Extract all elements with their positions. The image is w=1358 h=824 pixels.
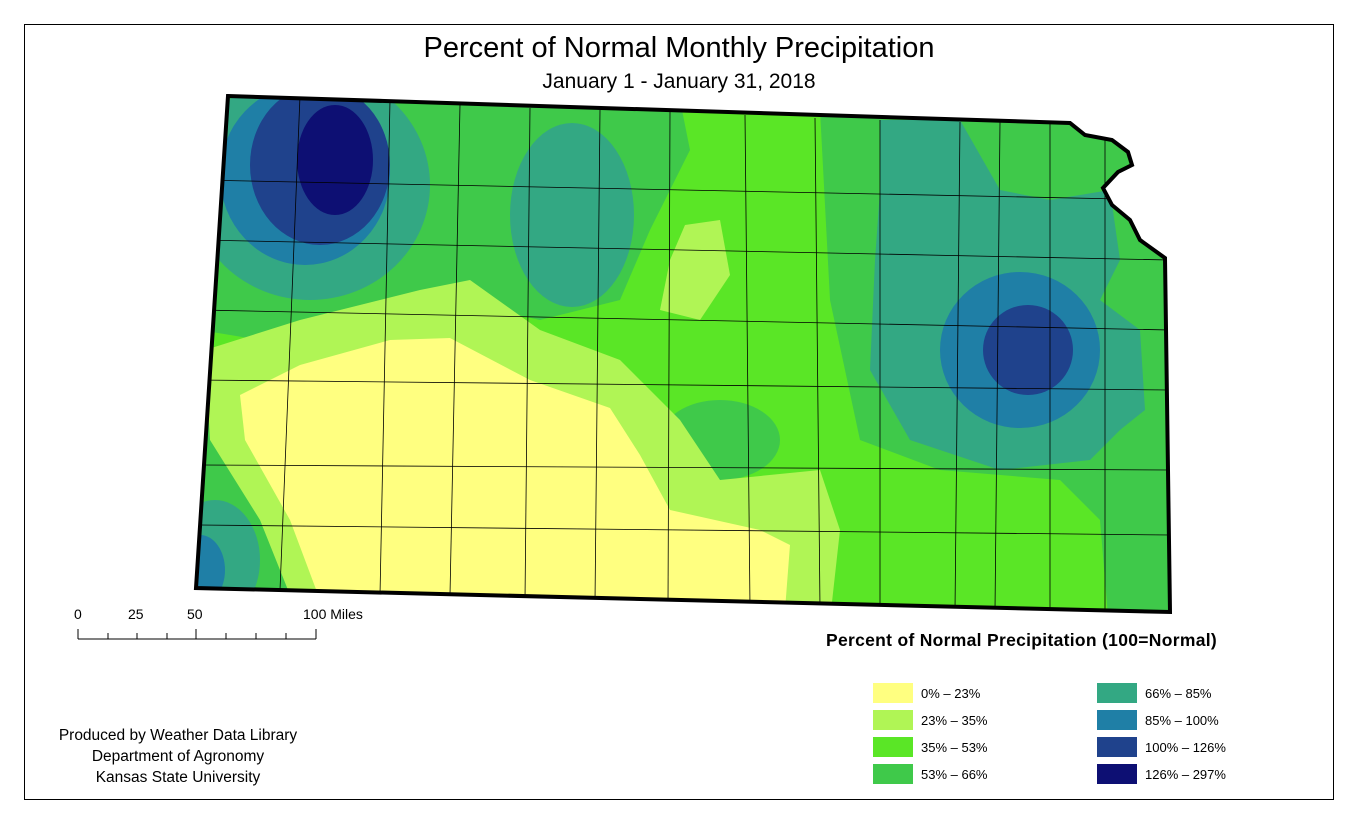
credit-line: Kansas State University <box>95 769 261 786</box>
legend-swatch <box>1097 764 1137 784</box>
legend-swatch <box>873 710 913 730</box>
legend-item: 35% – 53% <box>873 737 988 757</box>
kansas-outline <box>193 93 1173 615</box>
legend-label: 35% – 53% <box>921 739 988 755</box>
legend-label: 66% – 85% <box>1145 685 1212 701</box>
legend-label: 85% – 100% <box>1145 712 1219 728</box>
zone-23-35-center <box>660 220 730 320</box>
scale-bar <box>77 629 317 640</box>
legend-item: 126% – 297% <box>1097 764 1226 784</box>
legend-title: Percent of Normal Precipitation (100=Nor… <box>826 630 1218 650</box>
scale-label-50: 50 <box>187 606 203 622</box>
legend-item: 23% – 35% <box>873 710 988 730</box>
scale-label-25: 25 <box>128 606 144 622</box>
zone-100-126-east <box>983 305 1073 395</box>
legend-swatch <box>873 737 913 757</box>
legend-item: 53% – 66% <box>873 764 988 784</box>
map-frame <box>24 24 1334 800</box>
legend-item: 0% – 23% <box>873 683 980 703</box>
legend-label: 126% – 297% <box>1145 766 1226 782</box>
credit-line: Department of Agronomy <box>91 748 265 765</box>
legend-label: 0% – 23% <box>921 685 981 701</box>
legend-swatch <box>1097 737 1137 757</box>
legend-item: 66% – 85% <box>1097 683 1212 703</box>
county-lines <box>199 96 1170 612</box>
map-title: Percent of Normal Monthly Precipitation <box>423 32 935 64</box>
legend-swatch <box>873 764 913 784</box>
legend-label: 100% – 126% <box>1145 739 1226 755</box>
legend-label: 23% – 35% <box>921 712 988 728</box>
map-subtitle: January 1 - January 31, 2018 <box>542 70 816 93</box>
legend-item: 85% – 100% <box>1097 710 1219 730</box>
credit-line: Produced by Weather Data Library <box>58 727 298 744</box>
legend-swatch <box>873 683 913 703</box>
scale-label-100: 100 Miles <box>303 606 363 622</box>
zone-126-297-nw <box>297 105 373 215</box>
legend-swatch <box>1097 710 1137 730</box>
legend-swatch <box>1097 683 1137 703</box>
scale-label-0: 0 <box>74 606 82 622</box>
zone-66-85-north-central <box>510 123 634 307</box>
legend-item: 100% – 126% <box>1097 737 1226 757</box>
legend-label: 53% – 66% <box>921 766 988 782</box>
credits: Produced by Weather Data Library Departm… <box>28 725 328 788</box>
zone-0-23 <box>240 338 790 610</box>
